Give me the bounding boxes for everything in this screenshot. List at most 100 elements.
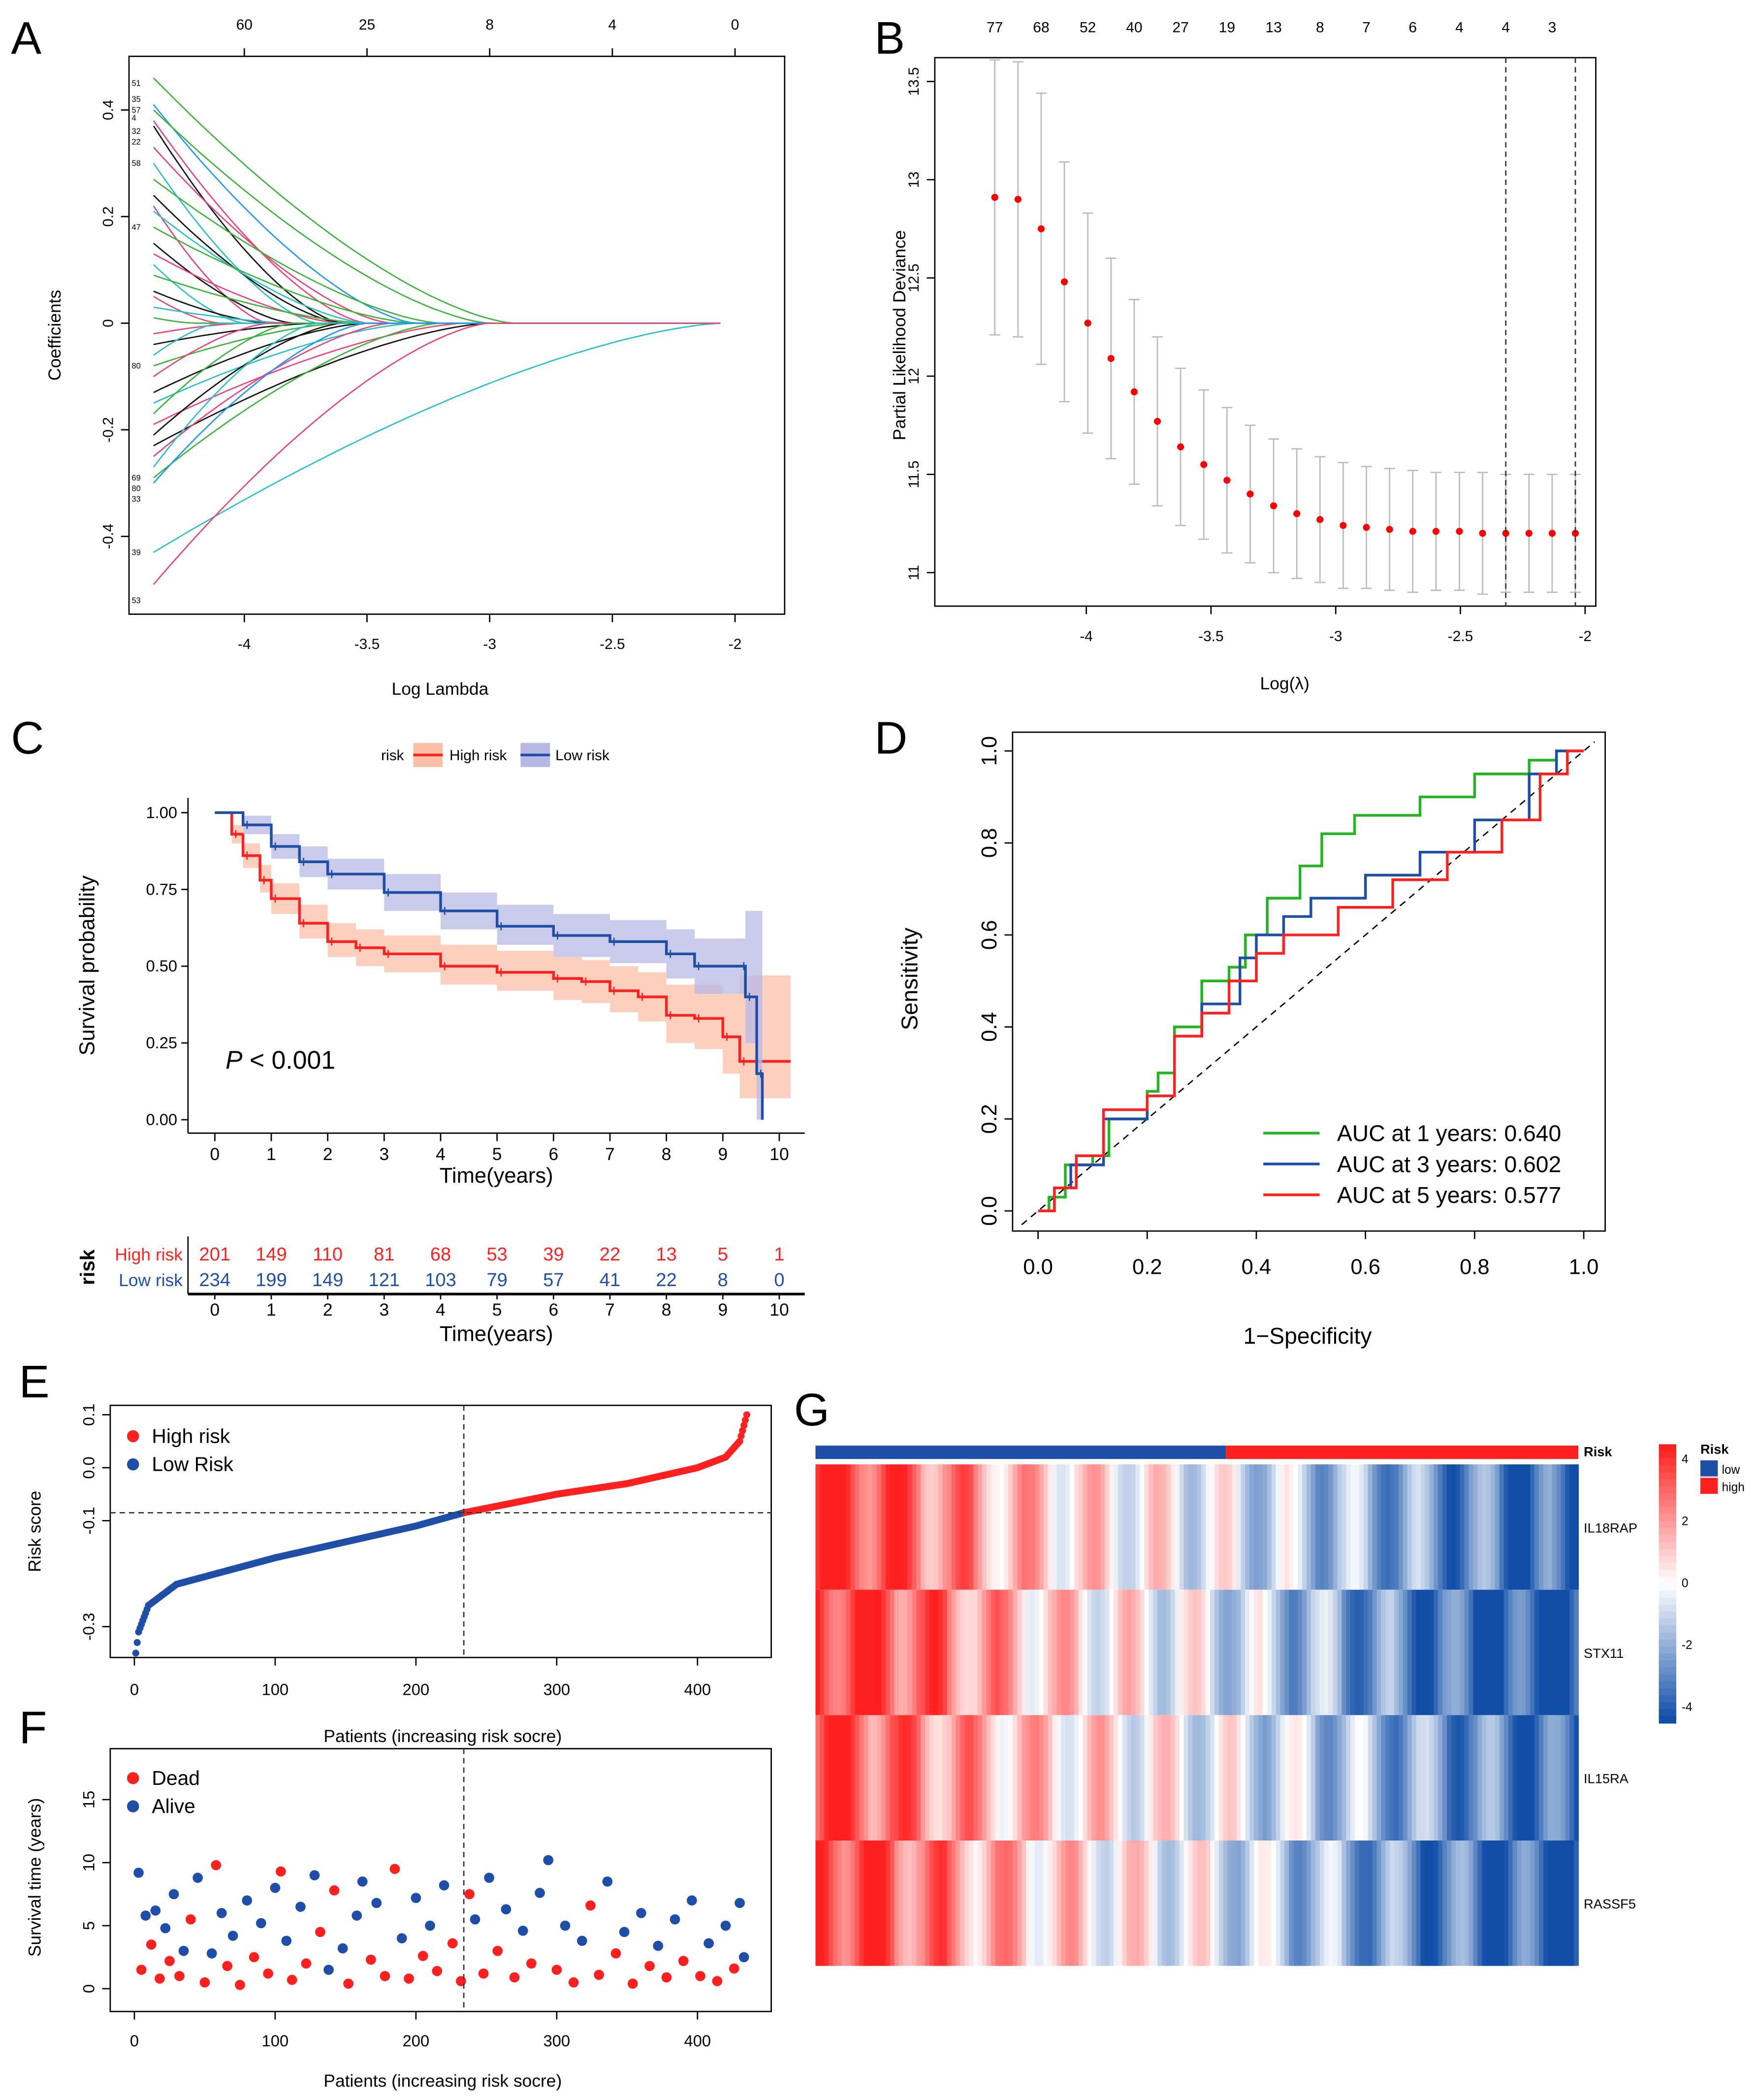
heatmap-cell	[1503, 1589, 1509, 1715]
colorbar-segment	[1659, 1716, 1676, 1724]
heatmap-cell	[903, 1715, 908, 1841]
heatmap-cell	[1411, 1589, 1417, 1715]
heatmap-cell	[964, 1715, 970, 1841]
heatmap-cell	[1017, 1841, 1022, 1966]
heatmap-cell	[964, 1589, 970, 1715]
heatmap-cell	[1188, 1464, 1193, 1590]
heatmap-cell	[859, 1841, 864, 1966]
panel-b-top-label: 7	[1362, 19, 1371, 35]
variable-index-label: 80	[132, 484, 141, 493]
heatmap-cell	[1539, 1464, 1544, 1590]
panel-b-y-tick-label: 13	[906, 171, 922, 188]
heatmap-cell	[1324, 1715, 1329, 1841]
heatmap-cell	[1056, 1464, 1062, 1590]
heatmap-cell	[1473, 1841, 1478, 1966]
heatmap-cell	[1122, 1841, 1127, 1966]
deviance-point	[1363, 524, 1370, 531]
deviance-point	[1316, 516, 1324, 523]
heatmap-cell	[1530, 1464, 1535, 1590]
heatmap-cell	[1394, 1464, 1399, 1590]
heatmap-cell	[1381, 1589, 1386, 1715]
heatmap-cell	[1078, 1464, 1084, 1590]
heatmap-cell	[1569, 1715, 1575, 1841]
risk-table-cell: 1	[774, 1244, 784, 1265]
variable-index-label: 32	[132, 127, 141, 136]
heatmap-cell	[863, 1589, 869, 1715]
heatmap-cell	[1526, 1715, 1531, 1841]
alive-point	[227, 1931, 238, 1941]
heatmap-cell	[1162, 1464, 1167, 1590]
heatmap-cell	[1416, 1715, 1421, 1841]
heatmap-cell	[1368, 1841, 1373, 1966]
heatmap-cell	[1403, 1464, 1408, 1590]
heatmap-cell	[1192, 1589, 1198, 1715]
heatmap-cell	[881, 1464, 886, 1590]
heatmap-cell	[1149, 1715, 1154, 1841]
heatmap-cell	[898, 1715, 904, 1841]
panel-b-top-label: 4	[1501, 19, 1510, 35]
alive-point	[178, 1945, 189, 1956]
heatmap-cell	[881, 1841, 886, 1966]
coefficient-path	[153, 226, 721, 324]
dead-point	[594, 1970, 604, 1980]
panel-a-top-tick-label: 8	[485, 17, 494, 33]
heatmap-cell	[850, 1715, 856, 1841]
heatmap-cell	[1552, 1589, 1557, 1715]
heatmap-cell	[1043, 1464, 1049, 1590]
heatmap-cell	[1258, 1841, 1263, 1966]
dead-point	[155, 1973, 165, 1984]
heatmap-cell	[1517, 1841, 1522, 1966]
heatmap-cell	[1214, 1589, 1219, 1715]
heatmap-cell	[1342, 1464, 1346, 1590]
heatmap-cell	[1034, 1464, 1040, 1590]
colorbar-segment	[1659, 1597, 1676, 1605]
heatmap-cell	[1025, 1841, 1031, 1966]
deviance-point	[1153, 418, 1161, 425]
heatmap-cell	[1087, 1715, 1092, 1841]
panel-b-plot-area	[934, 57, 1597, 607]
heatmap-cell	[1056, 1589, 1062, 1715]
risk-score-point	[743, 1411, 750, 1419]
heatmap-cell	[1087, 1464, 1092, 1590]
colorbar-segment	[1659, 1583, 1676, 1591]
heatmap-cell	[1013, 1715, 1018, 1841]
heatmap-cell	[1070, 1464, 1075, 1590]
heatmap-cell	[815, 1589, 821, 1715]
panel-c-y-tick-label: 0.25	[146, 1034, 178, 1052]
heatmap-cell	[1306, 1464, 1311, 1590]
heatmap-cell	[1262, 1589, 1268, 1715]
heatmap-cell	[1434, 1589, 1438, 1715]
coefficient-path	[153, 323, 721, 553]
heatmap-cell	[938, 1841, 943, 1966]
heatmap-cell	[1223, 1841, 1228, 1966]
panel-e-x-tick-label: 200	[403, 1680, 430, 1699]
heatmap-cell	[1048, 1715, 1053, 1841]
heatmap-cell	[1552, 1464, 1557, 1590]
risk-bar-high	[1226, 1445, 1579, 1459]
colorbar-segment	[1659, 1667, 1676, 1675]
status-legend-dot	[127, 1772, 139, 1784]
gene-label: RASSF5	[1584, 1896, 1636, 1911]
heatmap-cell	[982, 1464, 987, 1590]
heatmap-cell	[1416, 1589, 1421, 1715]
heatmap-cell	[1394, 1715, 1399, 1841]
panel-f-x-tick-label: 200	[403, 2032, 430, 2050]
heatmap-cell	[1175, 1841, 1180, 1966]
heatmap-cell	[837, 1464, 842, 1590]
heatmap-cell	[1004, 1841, 1009, 1966]
heatmap-cell	[1319, 1715, 1325, 1841]
heatmap-cell	[916, 1715, 922, 1841]
heatmap-cell	[1025, 1589, 1031, 1715]
heatmap-cell	[868, 1715, 873, 1841]
heatmap-cell	[1517, 1589, 1522, 1715]
heatmap-cell	[841, 1589, 847, 1715]
heatmap-cell	[1342, 1589, 1346, 1715]
heatmap-cell	[1144, 1464, 1150, 1590]
heatmap-cell	[1091, 1841, 1097, 1966]
heatmap-cell	[1420, 1715, 1426, 1841]
heatmap-cell	[1162, 1841, 1167, 1966]
heatmap-cell	[833, 1464, 838, 1590]
heatmap-cell	[1276, 1464, 1281, 1590]
heatmap-cell	[1442, 1464, 1447, 1590]
heatmap-cell	[1315, 1715, 1320, 1841]
